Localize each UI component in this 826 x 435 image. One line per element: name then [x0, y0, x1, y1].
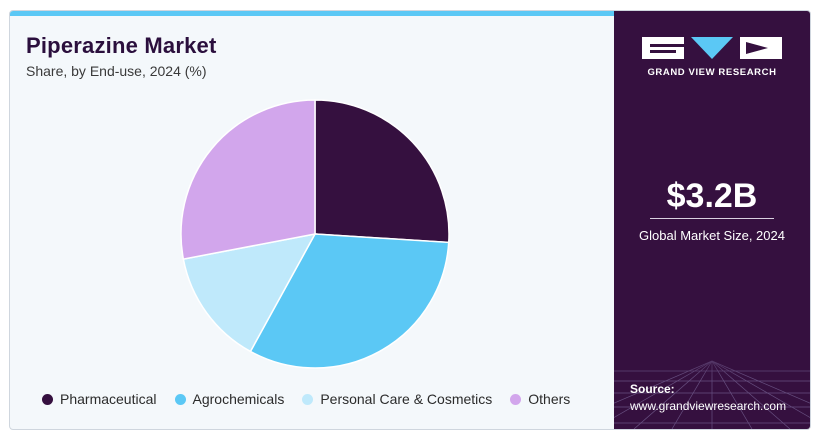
divider: [650, 218, 774, 219]
legend-label: Others: [528, 391, 571, 407]
chart-panel: Piperazine Market Share, by End-use, 202…: [10, 11, 614, 429]
gvr-logo-icon: [642, 37, 782, 59]
chart-legend: Pharmaceutical Agrochemicals Personal Care…: [42, 389, 570, 409]
legend-item-pharmaceutical: Pharmaceutical: [42, 391, 157, 407]
legend-label: Pharmaceutical: [60, 391, 157, 407]
market-size-label: Global Market Size, 2024: [639, 228, 785, 243]
legend-item-personal-care-cosmetics: Personal Care & Cosmetics: [302, 391, 492, 407]
pie-slice-others: [180, 99, 316, 260]
legend-swatch: [510, 393, 522, 405]
pie-slice-pharmaceutical: [314, 99, 450, 244]
infographic-card: Piperazine Market Share, by End-use, 202…: [9, 10, 811, 430]
accent-bar: [10, 11, 614, 16]
legend-swatch: [42, 393, 53, 405]
pie-slice-personal-care-cosmetics: [182, 232, 317, 353]
legend-item-others: Others: [510, 391, 570, 407]
legend-label: Agrochemicals: [192, 391, 285, 407]
brand-name: GRAND VIEW RESEARCH: [647, 67, 777, 78]
legend-swatch: [174, 393, 186, 405]
market-size-value: $3.2B: [666, 177, 758, 215]
source-url[interactable]: www.grandviewresearch.com: [630, 399, 787, 413]
legend-label: Personal Care & Cosmetics: [320, 391, 493, 407]
page-title: Piperazine Market: [26, 33, 217, 58]
pie-slice-agrochemicals: [249, 233, 450, 369]
grid-decoration: [614, 331, 810, 429]
legend-swatch: [302, 393, 314, 405]
pie-chart: [180, 99, 450, 369]
summary-panel: GRAND VIEW RESEARCH $3.2B Global Market …: [614, 11, 810, 429]
chart-subtitle: Share, by End-use, 2024 (%): [26, 63, 207, 79]
legend-item-agrochemicals: Agrochemicals: [174, 391, 285, 407]
source-label: Source:: [630, 382, 675, 396]
